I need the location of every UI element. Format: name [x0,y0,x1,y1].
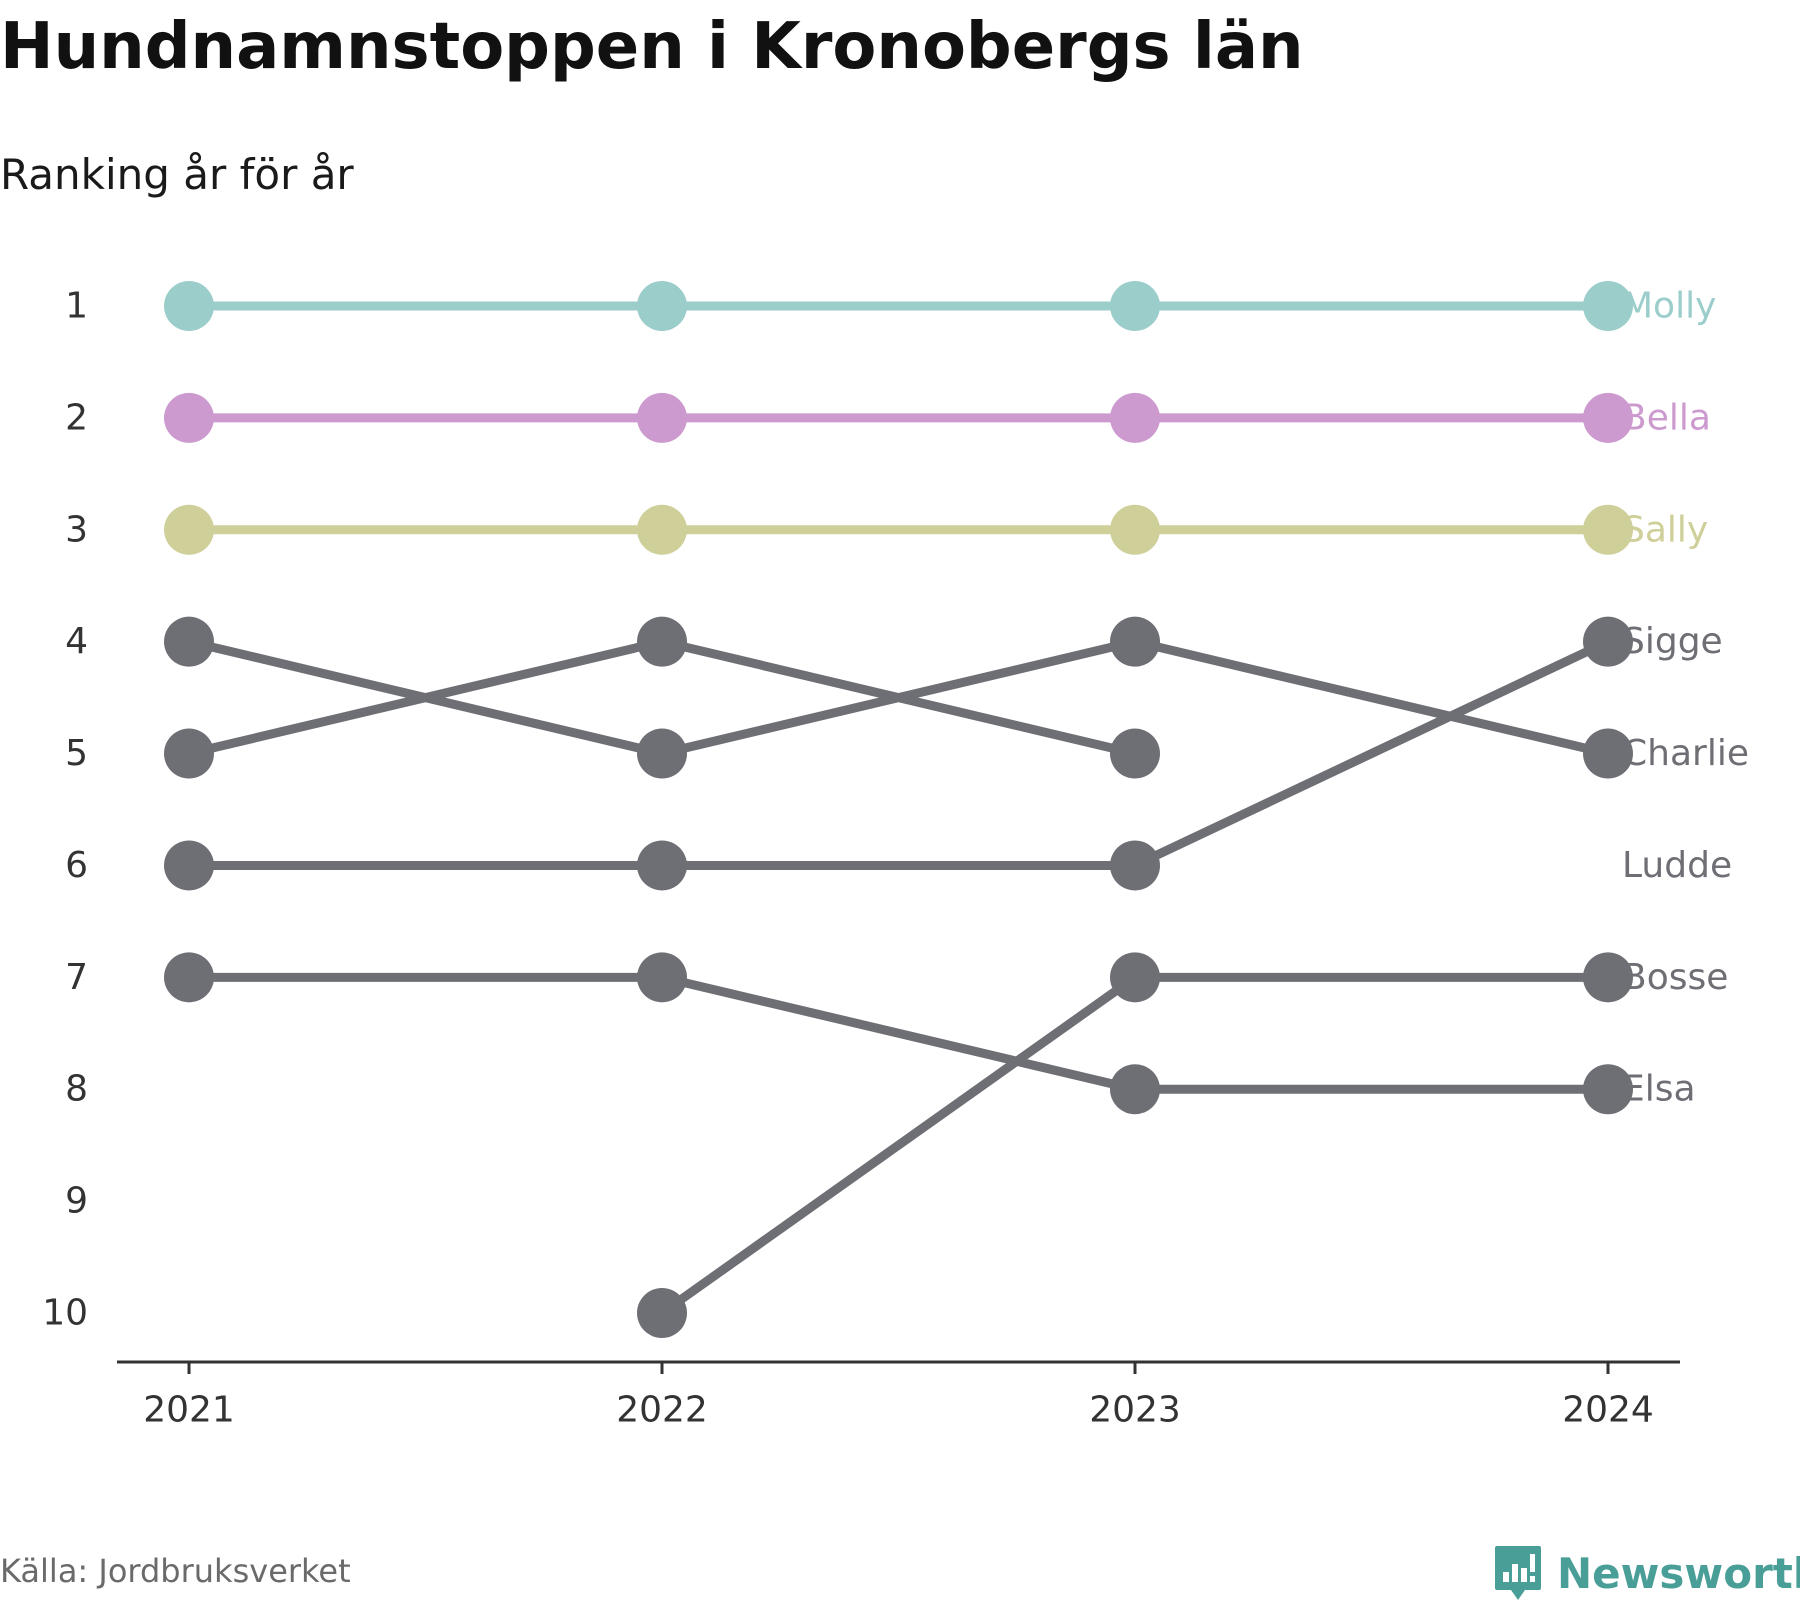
series-point-sigge [1583,616,1633,667]
y-tick-label: 8 [65,1069,88,1110]
series-label-sigge: Sigge [1622,621,1723,662]
series-point-elsa [1110,1064,1160,1115]
series-line-bosse [657,972,1613,1318]
series-point-molly [1583,281,1633,331]
series-point-sally [1110,504,1160,555]
series-point-elsa [637,952,687,1003]
series-point-charlie [1583,728,1633,779]
series-point-molly [637,281,687,331]
x-tick-label: 2024 [1562,1390,1654,1431]
x-tick-label: 2022 [616,1390,708,1431]
series-point-molly [164,281,214,331]
series-point-charlie [1110,616,1160,667]
x-tick-label: 2021 [143,1390,235,1431]
series-point-bosse [637,1288,687,1338]
series-point-bella [637,392,687,443]
brand-logo[interactable]: Newsworthy [1493,1544,1800,1602]
chart-title: Hundnamnstoppen i Kronobergs län [0,10,1304,84]
series-label-ludde: Ludde [1622,845,1732,886]
series-point-sally [164,504,214,555]
series-point-bosse [1583,952,1633,1003]
series-point-bella [1583,392,1633,443]
series-label-bella: Bella [1622,397,1711,438]
series-point-bosse [1110,952,1160,1003]
series-point-sally [637,504,687,555]
y-tick-label: 2 [65,397,88,438]
x-tick-label: 2023 [1089,1390,1181,1431]
series-point-sigge [1110,840,1160,891]
series-point-elsa [1583,1064,1633,1115]
series-point-charlie [164,616,214,667]
series-point-elsa [164,952,214,1003]
series-point-ludde [164,728,214,779]
brand-name: Newsworthy [1557,1548,1800,1598]
y-tick-label: 5 [65,733,88,774]
y-tick-label: 9 [65,1181,88,1222]
y-tick-label: 10 [42,1293,88,1334]
series-lines [184,301,1613,1318]
chart-subtitle: Ranking år för år [0,150,354,199]
series-label-sally: Sally [1622,509,1708,550]
series-point-bella [1110,392,1160,443]
series-label-elsa: Elsa [1622,1069,1696,1110]
series-point-sigge [637,840,687,891]
y-axis-ticks: 1 2 3 4 5 6 7 8 9 10 [42,286,88,1334]
y-tick-label: 7 [65,957,88,998]
source-note: Källa: Jordbruksverket [0,1552,351,1590]
newsworthy-logo-icon [1495,1546,1541,1600]
series-point-sally [1583,504,1633,555]
y-tick-label: 3 [65,509,88,550]
series-point-charlie [637,728,687,779]
series-line-sigge [184,637,1613,870]
y-tick-label: 6 [65,845,88,886]
series-point-sigge [164,840,214,891]
y-tick-label: 1 [65,286,88,327]
y-tick-label: 4 [65,621,88,662]
series-label-bosse: Bosse [1622,957,1728,998]
x-axis-ticks: 2021 2022 2023 2024 [143,1362,1654,1431]
series-label-molly: Molly [1622,286,1716,327]
series-labels: Molly Bella Sally Sigge Charlie Ludde Bosse Els… [1622,286,1749,1110]
series-point-ludde [1110,728,1160,779]
series-point-bella [164,392,214,443]
series-points [164,281,1633,1338]
series-line-elsa [184,972,1613,1094]
series-point-molly [1110,281,1160,331]
series-point-ludde [637,616,687,667]
series-label-charlie: Charlie [1622,733,1749,774]
series-line-charlie [184,637,1613,759]
